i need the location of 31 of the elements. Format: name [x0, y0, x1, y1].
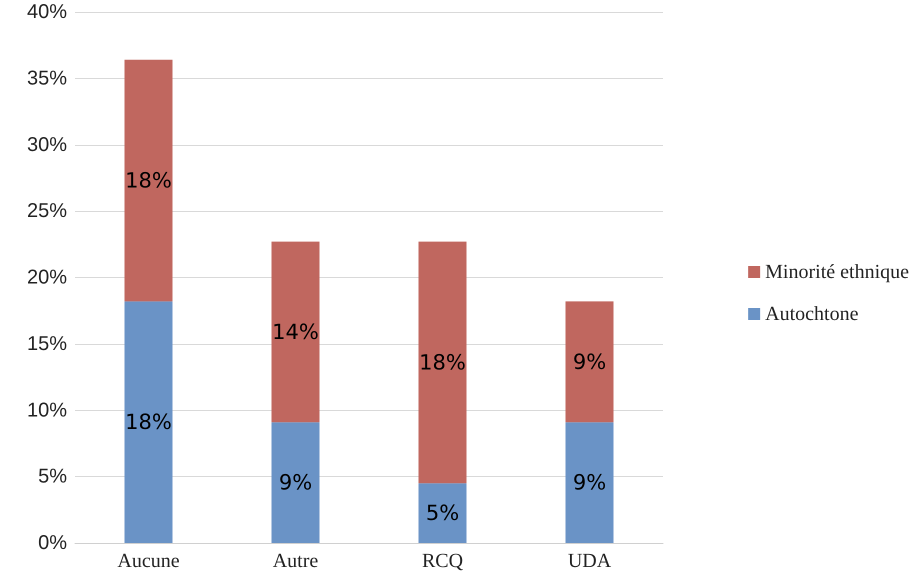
bar — [272, 422, 320, 543]
y-tick-label: 40% — [26, 1, 68, 23]
legend-label: Minorité ethnique — [765, 261, 910, 283]
bar — [566, 422, 614, 543]
y-tick-label: 10% — [26, 399, 68, 422]
data-label: 9% — [278, 470, 312, 495]
data-label: 18% — [125, 168, 172, 193]
bar — [124, 60, 172, 302]
bar — [418, 483, 466, 543]
x-tick-label: Autre — [272, 550, 318, 572]
y-tick-label: 5% — [38, 466, 68, 488]
y-tick-label: 25% — [26, 200, 68, 222]
bar — [272, 242, 320, 422]
bar — [418, 242, 466, 484]
bar — [566, 301, 614, 422]
data-label: 18% — [419, 350, 466, 374]
data-label: 5% — [426, 501, 460, 526]
y-tick-label: 35% — [26, 67, 68, 90]
bar — [124, 301, 172, 543]
x-tick-label: Aucune — [117, 550, 180, 572]
data-label: 18% — [125, 410, 172, 434]
data-label: 9% — [572, 470, 606, 495]
legend-label: Autochtone — [765, 303, 859, 325]
x-tick-label: RCQ — [422, 550, 464, 572]
y-tick-label: 30% — [26, 134, 68, 156]
y-tick-label: 15% — [26, 332, 68, 355]
data-label: 9% — [572, 350, 606, 374]
x-tick-label: UDA — [568, 550, 612, 572]
y-tick-label: 0% — [38, 532, 68, 554]
y-tick-label: 20% — [26, 266, 68, 288]
data-label: 14% — [272, 320, 319, 344]
